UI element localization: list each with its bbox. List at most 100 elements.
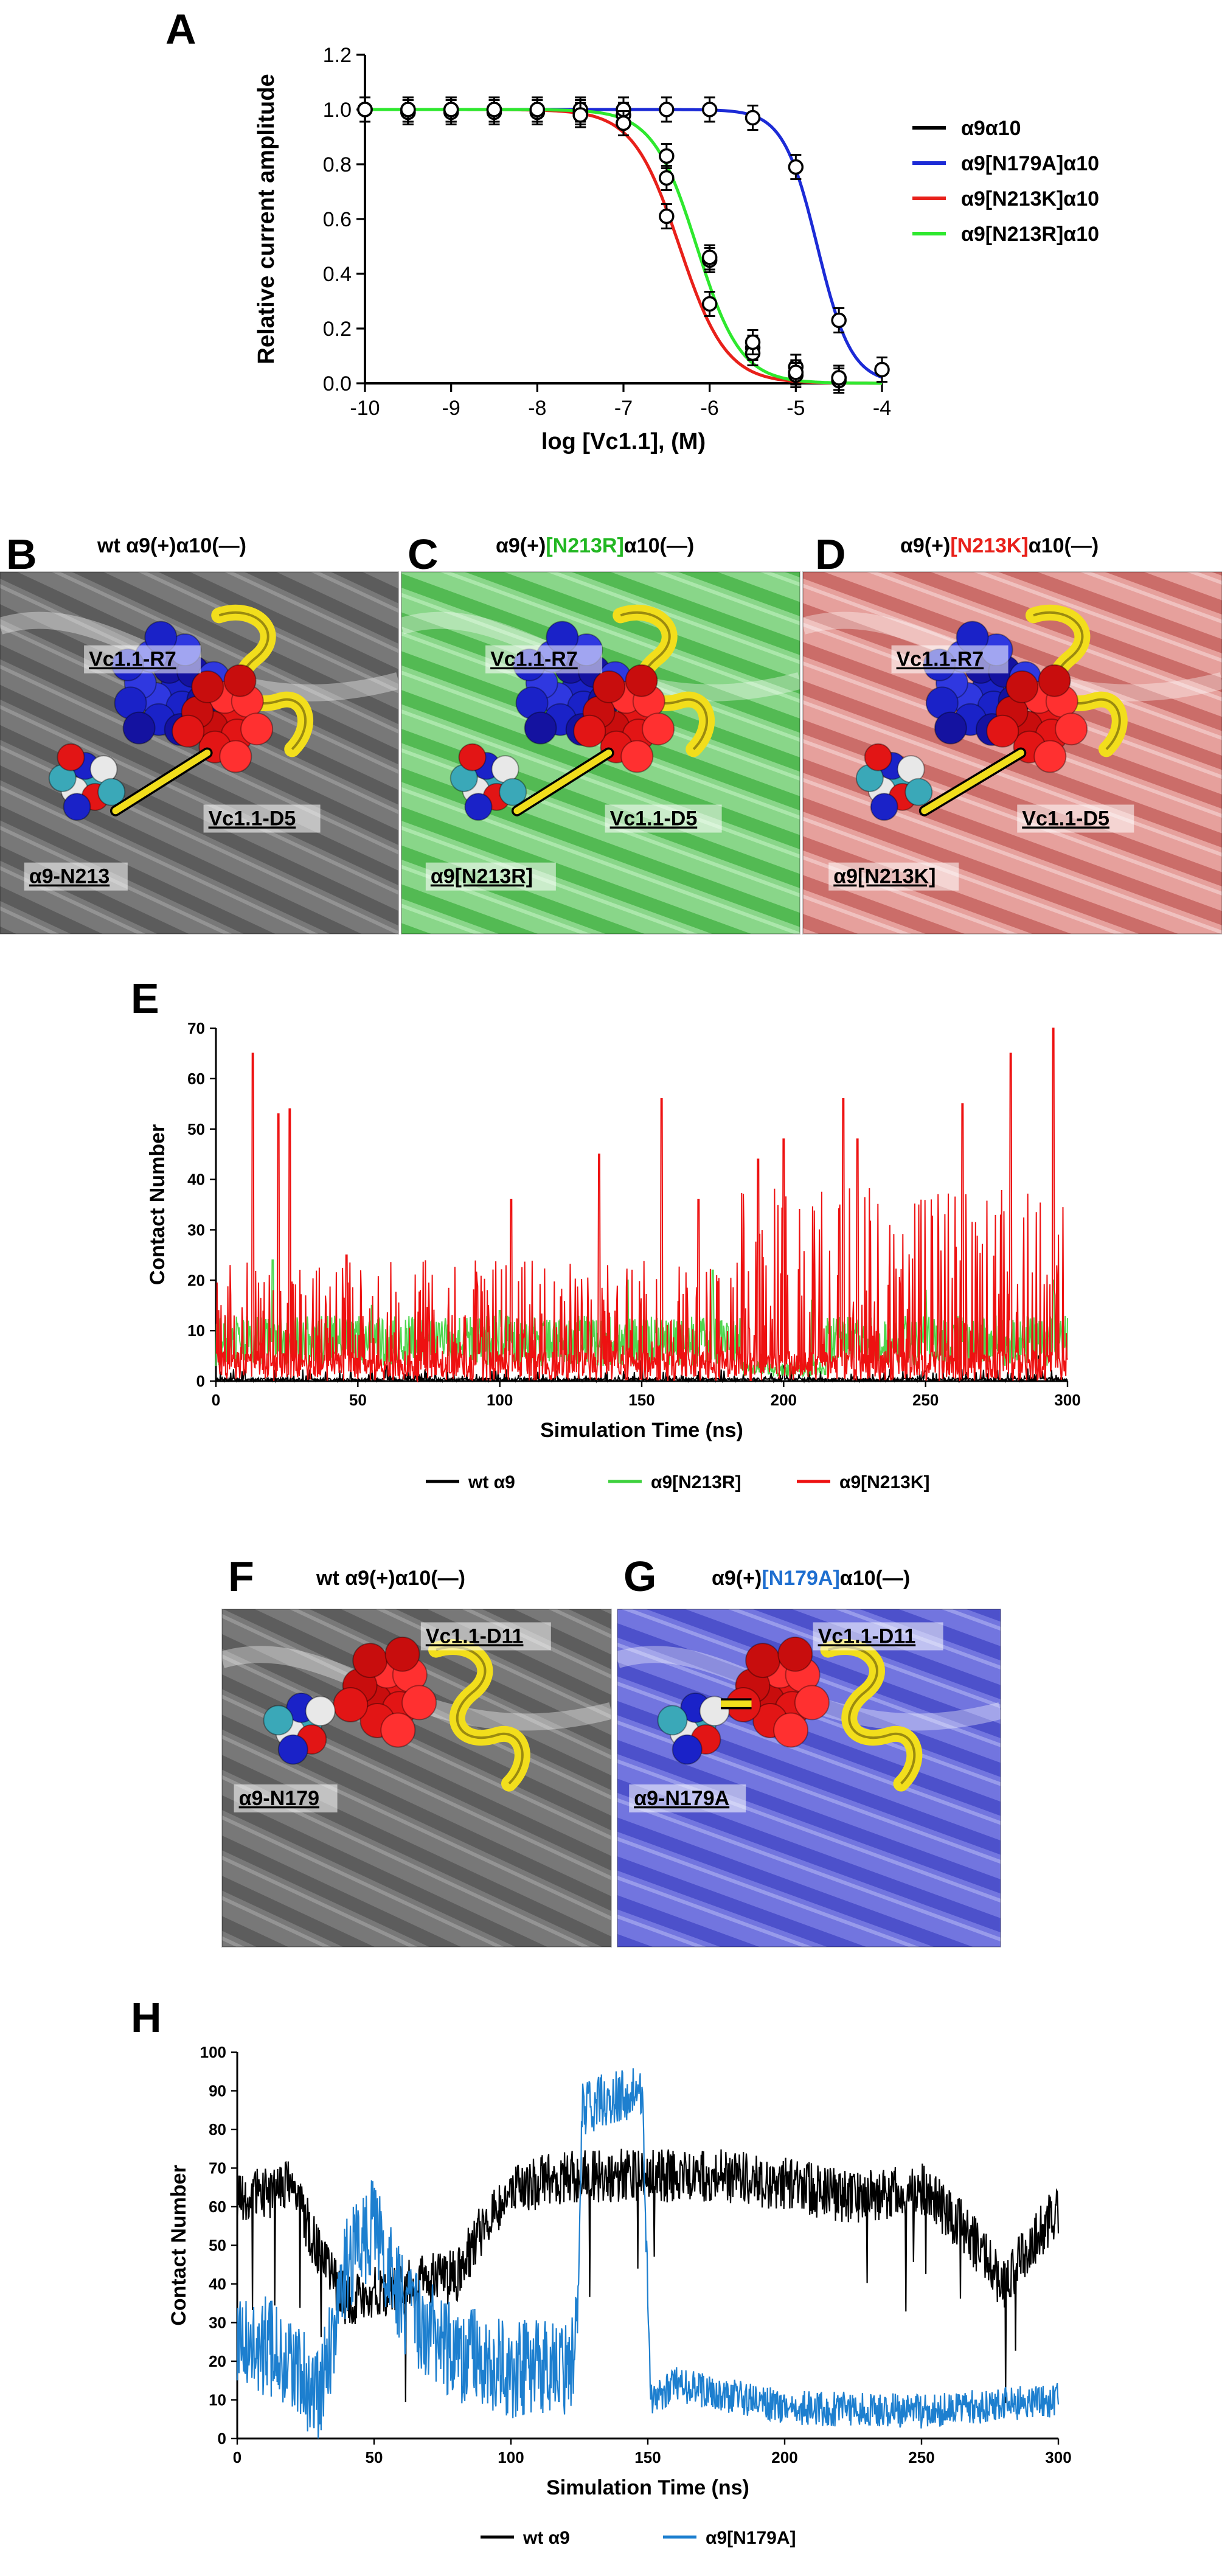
y-tick-label: 10 bbox=[187, 1321, 205, 1340]
d5-residue-atom bbox=[642, 712, 675, 746]
title-prefix: α9(+) bbox=[496, 534, 546, 557]
structure-frame bbox=[0, 571, 399, 935]
d11-residue-atom bbox=[773, 1712, 809, 1748]
x-axis-label: Simulation Time (ns) bbox=[546, 2476, 749, 2499]
residue-label: Vc1.1-R7 bbox=[897, 648, 984, 671]
y-tick-label: 0 bbox=[218, 2429, 226, 2448]
data-point bbox=[745, 334, 761, 350]
x-tick-label: -7 bbox=[614, 397, 633, 420]
residue-label-bg bbox=[425, 862, 556, 891]
y-tick-label: 1.2 bbox=[323, 44, 352, 67]
x-tick-label: -8 bbox=[528, 397, 546, 420]
y-tick-label: 20 bbox=[209, 2352, 226, 2370]
title-suffix: α10(—) bbox=[1029, 534, 1099, 557]
mutant-residue-atom bbox=[57, 743, 85, 771]
y-axis-label: Contact Number bbox=[146, 1124, 169, 1285]
x-tick-label: 100 bbox=[498, 2448, 524, 2466]
structure-frame bbox=[617, 1609, 1001, 1948]
vc1-peptide-edge bbox=[827, 1646, 916, 1785]
distance-arrow bbox=[921, 750, 1024, 815]
x-tick-label: -6 bbox=[701, 397, 719, 420]
structure-title: α9(+)[N213K]α10(—) bbox=[900, 534, 1099, 557]
y-tick-label: 50 bbox=[209, 2237, 226, 2255]
d5-residue-atom bbox=[592, 670, 626, 703]
d5-residue-atom bbox=[1005, 670, 1039, 703]
n179-residue-atom bbox=[263, 1705, 294, 1736]
panel-letter-h: H bbox=[131, 1994, 162, 2041]
residue-label: Vc1.1-D5 bbox=[610, 807, 698, 830]
d11-residue-atom bbox=[352, 1643, 388, 1679]
x-tick-label: -10 bbox=[350, 397, 380, 420]
panel-a-dose-response: A -10 -9 -8 -7 -6 -5 -4 0.0 0.2 0.4 0.6 0.8 1.0 1.2 log… bbox=[165, 5, 1099, 454]
structure-title: wt α9(+)α10(—) bbox=[97, 534, 246, 557]
x-tick-label: 50 bbox=[366, 2448, 383, 2466]
r7-residue-atom bbox=[934, 711, 967, 745]
data-point bbox=[788, 364, 804, 380]
d5-residue-atom bbox=[573, 714, 606, 748]
residue-label: α9[N213K] bbox=[833, 865, 936, 888]
legend-label: α9α10 bbox=[961, 117, 1021, 140]
vc1-peptide-edge bbox=[436, 1646, 524, 1785]
y-tick-label: 1.0 bbox=[323, 99, 352, 122]
d5-residue-atom bbox=[620, 740, 654, 773]
x-axis-label: Simulation Time (ns) bbox=[540, 1419, 743, 1442]
mutant-residue-atom bbox=[464, 793, 493, 821]
data-point bbox=[701, 296, 718, 312]
legend-label: α9[N213K] bbox=[839, 1472, 930, 1492]
structure-title: α9(+)[N179A]α10(—) bbox=[712, 1567, 910, 1590]
x-tick-label: 150 bbox=[634, 2448, 661, 2466]
legend-label: α9[N213R]α10 bbox=[961, 223, 1099, 246]
n179-residue-atom bbox=[277, 1734, 308, 1765]
y-tick-label: 60 bbox=[187, 1070, 205, 1088]
data-point bbox=[529, 102, 546, 117]
r7-residue-atom bbox=[122, 711, 156, 745]
structure-frame bbox=[401, 571, 800, 935]
structure-title: α9(+)[N213R]α10(—) bbox=[496, 534, 694, 557]
residue-label-bg bbox=[485, 645, 603, 674]
title-prefix: α9(+) bbox=[900, 534, 950, 557]
x-tick-label: -4 bbox=[873, 397, 891, 420]
title-suffix: α10(—) bbox=[840, 1567, 910, 1590]
residue-label-bg bbox=[203, 804, 321, 833]
d11-residue-atom bbox=[333, 1687, 369, 1722]
title-mutation: [N213R] bbox=[546, 534, 623, 557]
y-axis-label: Contact Number bbox=[167, 2165, 190, 2325]
data-point bbox=[745, 110, 761, 126]
d11-residue-atom bbox=[777, 1636, 813, 1672]
residue-label: α9-N213 bbox=[29, 865, 109, 888]
structure-title: wt α9(+)α10(—) bbox=[316, 1567, 465, 1590]
d11-residue-atom bbox=[794, 1685, 830, 1721]
y-tick-label: 0.8 bbox=[323, 153, 352, 176]
residue-label-bg bbox=[84, 645, 201, 674]
structure-frame bbox=[221, 1609, 612, 1948]
y-tick-label: 100 bbox=[200, 2043, 226, 2061]
data-point bbox=[659, 102, 675, 117]
residue-label-bg bbox=[891, 645, 1008, 674]
x-tick-label: 0 bbox=[233, 2448, 241, 2466]
x-tick-label: 150 bbox=[628, 1391, 654, 1409]
residue-label: Vc1.1-D11 bbox=[426, 1625, 524, 1648]
legend-label: α9[N213K]α10 bbox=[961, 187, 1099, 211]
residue-label: α9-N179 bbox=[239, 1787, 319, 1810]
r7-residue-atom bbox=[524, 711, 557, 745]
title-mutation: [N213K] bbox=[950, 534, 1028, 557]
data-point bbox=[874, 361, 890, 378]
legend-label: wt α9 bbox=[522, 2528, 570, 2548]
residue-label-bg bbox=[234, 1784, 338, 1812]
panel-letter-c: C bbox=[408, 531, 439, 578]
residue-label-bg bbox=[828, 862, 959, 891]
series-line-n179a bbox=[236, 2068, 1060, 2439]
y-tick-label: 50 bbox=[187, 1120, 205, 1138]
y-tick-label: 0.4 bbox=[323, 263, 352, 286]
y-tick-label: 0.0 bbox=[323, 372, 352, 395]
data-point bbox=[659, 148, 675, 164]
residue-label-bg bbox=[24, 862, 128, 891]
panel-letter-g: G bbox=[623, 1553, 656, 1600]
d5-residue-atom bbox=[1033, 740, 1067, 773]
residue-label-bg bbox=[813, 1622, 943, 1651]
y-tick-label: 0.6 bbox=[323, 208, 352, 231]
title-prefix: α9(+) bbox=[712, 1567, 762, 1590]
